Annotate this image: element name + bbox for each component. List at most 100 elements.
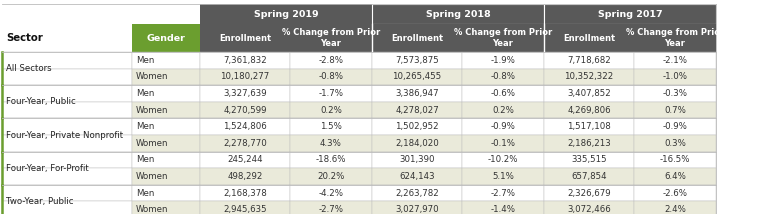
Bar <box>372 102 462 118</box>
Text: Enrollment: Enrollment <box>219 34 271 43</box>
Bar <box>544 201 634 214</box>
Text: 2,278,770: 2,278,770 <box>223 139 266 148</box>
Text: 0.2%: 0.2% <box>492 106 514 115</box>
Bar <box>200 118 290 135</box>
Bar <box>462 118 544 135</box>
Text: 0.3%: 0.3% <box>664 139 686 148</box>
Bar <box>132 152 200 168</box>
Bar <box>544 102 634 118</box>
Text: 7,573,875: 7,573,875 <box>395 56 439 65</box>
Bar <box>544 118 634 135</box>
Text: 3,072,466: 3,072,466 <box>567 205 611 214</box>
Text: 2.4%: 2.4% <box>664 205 686 214</box>
Bar <box>544 135 634 152</box>
Bar <box>2 201 132 214</box>
Bar <box>462 201 544 214</box>
Text: Men: Men <box>136 89 154 98</box>
Bar <box>634 152 716 168</box>
Bar <box>200 4 372 24</box>
Text: Two-Year, Public: Two-Year, Public <box>6 197 74 206</box>
Bar <box>290 185 372 201</box>
Bar <box>544 85 634 102</box>
Bar <box>200 135 290 152</box>
Text: Men: Men <box>136 155 154 164</box>
Bar <box>634 85 716 102</box>
Text: Enrollment: Enrollment <box>391 34 443 43</box>
Text: 245,244: 245,244 <box>227 155 263 164</box>
Text: % Change from Prior
Year: % Change from Prior Year <box>626 28 724 48</box>
Bar <box>634 24 716 52</box>
Bar <box>462 24 544 52</box>
Bar <box>200 102 290 118</box>
Text: -1.0%: -1.0% <box>663 72 687 81</box>
Bar <box>290 85 372 102</box>
Text: 6.4%: 6.4% <box>664 172 686 181</box>
Text: 1.5%: 1.5% <box>320 122 342 131</box>
Bar <box>462 102 544 118</box>
Text: -2.7%: -2.7% <box>319 205 343 214</box>
Text: 3,327,639: 3,327,639 <box>223 89 266 98</box>
Text: 1,502,952: 1,502,952 <box>396 122 439 131</box>
Text: Women: Women <box>136 139 168 148</box>
Bar <box>372 24 462 52</box>
Bar <box>544 4 716 24</box>
Text: -1.4%: -1.4% <box>491 205 515 214</box>
Text: Men: Men <box>136 122 154 131</box>
Bar <box>132 201 200 214</box>
Text: 4.3%: 4.3% <box>320 139 342 148</box>
Bar <box>634 201 716 214</box>
Bar <box>200 152 290 168</box>
Bar <box>2 102 132 118</box>
Bar <box>462 52 544 69</box>
Text: 498,292: 498,292 <box>227 172 263 181</box>
Bar <box>200 85 290 102</box>
Text: 7,361,832: 7,361,832 <box>223 56 266 65</box>
Bar <box>634 69 716 85</box>
Text: Spring 2019: Spring 2019 <box>253 9 318 18</box>
Bar <box>132 52 200 69</box>
Bar <box>2 85 132 102</box>
Bar <box>2 168 132 185</box>
Text: 20.2%: 20.2% <box>317 172 345 181</box>
Text: Spring 2017: Spring 2017 <box>598 9 662 18</box>
Text: 0.2%: 0.2% <box>320 106 342 115</box>
Bar <box>544 168 634 185</box>
Bar <box>290 135 372 152</box>
Bar <box>372 52 462 69</box>
Bar <box>634 118 716 135</box>
Bar <box>462 185 544 201</box>
Text: Spring 2018: Spring 2018 <box>425 9 491 18</box>
Bar <box>372 152 462 168</box>
Text: 2,263,782: 2,263,782 <box>395 189 439 198</box>
Text: 1,517,108: 1,517,108 <box>567 122 611 131</box>
Text: 0.7%: 0.7% <box>664 106 686 115</box>
Bar <box>544 152 634 168</box>
Bar <box>132 118 200 135</box>
Bar <box>2 185 132 201</box>
Bar <box>462 69 544 85</box>
Bar <box>290 168 372 185</box>
Bar <box>200 168 290 185</box>
Text: % Change from Prior
Year: % Change from Prior Year <box>454 28 552 48</box>
Bar <box>634 102 716 118</box>
Bar <box>372 135 462 152</box>
Bar <box>200 185 290 201</box>
Text: -2.6%: -2.6% <box>663 189 687 198</box>
Bar <box>132 69 200 85</box>
Text: 3,386,947: 3,386,947 <box>396 89 439 98</box>
Bar <box>290 102 372 118</box>
Text: -0.8%: -0.8% <box>319 72 343 81</box>
Text: 10,265,455: 10,265,455 <box>392 72 442 81</box>
Text: 301,390: 301,390 <box>399 155 435 164</box>
Bar <box>634 135 716 152</box>
Text: -0.9%: -0.9% <box>663 122 687 131</box>
Bar <box>544 52 634 69</box>
Bar <box>372 69 462 85</box>
Text: -1.9%: -1.9% <box>491 56 515 65</box>
Text: -2.7%: -2.7% <box>491 189 515 198</box>
Text: Enrollment: Enrollment <box>563 34 615 43</box>
Text: Sector: Sector <box>6 33 43 43</box>
Text: 5.1%: 5.1% <box>492 172 514 181</box>
Text: -1.7%: -1.7% <box>319 89 343 98</box>
Bar <box>372 4 544 24</box>
